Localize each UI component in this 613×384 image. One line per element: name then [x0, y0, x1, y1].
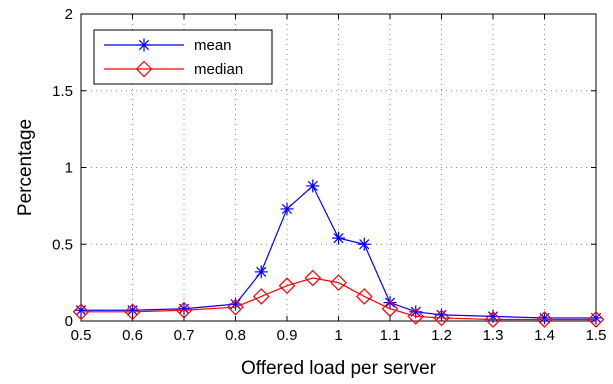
x-tick-label: 0.8 — [225, 327, 246, 344]
y-tick-label: 2 — [65, 6, 73, 23]
data-point-mean — [254, 265, 268, 279]
x-tick-label: 1.5 — [586, 327, 607, 344]
data-point-median — [72, 303, 90, 321]
data-point-median — [587, 311, 605, 328]
data-point-median — [407, 308, 425, 325]
legend-box — [93, 29, 273, 85]
data-point-median — [355, 288, 373, 305]
data-point-median — [381, 300, 399, 318]
data-point-median — [278, 277, 296, 295]
x-tick-label: 1.1 — [380, 327, 401, 344]
y-tick-label: 0.5 — [52, 236, 73, 253]
series-line-mean — [81, 184, 596, 319]
data-point-mean — [357, 237, 371, 251]
y-tick-label: 1 — [65, 160, 73, 177]
series-layer — [72, 179, 605, 328]
x-tick-label: 0.9 — [277, 327, 298, 344]
data-point-median — [304, 269, 322, 287]
x-tick-label: 0.6 — [122, 327, 143, 344]
y-tick-label: 0 — [65, 313, 73, 330]
data-point-median — [433, 309, 450, 327]
x-tick-label: 1.3 — [483, 327, 504, 344]
series-line-median — [81, 277, 596, 321]
axis-ticks: 0.5 0.6 0.7 0.8 0.9 1 1.1 1.2 1.3 1.4 1.500.511.52 — [52, 6, 606, 344]
legend: mean median — [93, 29, 273, 85]
data-point-mean — [332, 231, 345, 245]
data-point-median — [330, 274, 347, 291]
grid-lines — [81, 14, 596, 321]
legend-marker-mean — [137, 38, 151, 52]
legend-label-mean: mean — [194, 37, 232, 54]
x-tick-label: 1.2 — [431, 327, 452, 344]
data-point-median — [175, 301, 193, 319]
data-point-mean — [383, 296, 397, 310]
x-axis-label: Offered load per server — [241, 358, 437, 379]
data-point-mean — [280, 202, 294, 216]
data-point-median — [124, 303, 141, 321]
x-tick-label: 0.5 — [71, 327, 92, 344]
y-axis-label: Percentage — [15, 119, 36, 216]
data-point-median — [227, 298, 244, 316]
legend-label-median: median — [194, 61, 243, 78]
series-mean — [74, 179, 603, 325]
data-point-median — [252, 288, 270, 305]
x-tick-label: 1 — [334, 327, 342, 344]
x-tick-label: 0.7 — [174, 327, 195, 344]
data-point-mean — [306, 179, 320, 193]
legend-marker-median — [135, 60, 153, 78]
data-point-mean — [126, 303, 139, 317]
data-point-median — [484, 311, 502, 328]
data-point-median — [536, 311, 553, 328]
series-median — [72, 269, 605, 328]
x-tick-label: 1.4 — [534, 327, 555, 344]
y-tick-label: 1.5 — [52, 83, 73, 100]
